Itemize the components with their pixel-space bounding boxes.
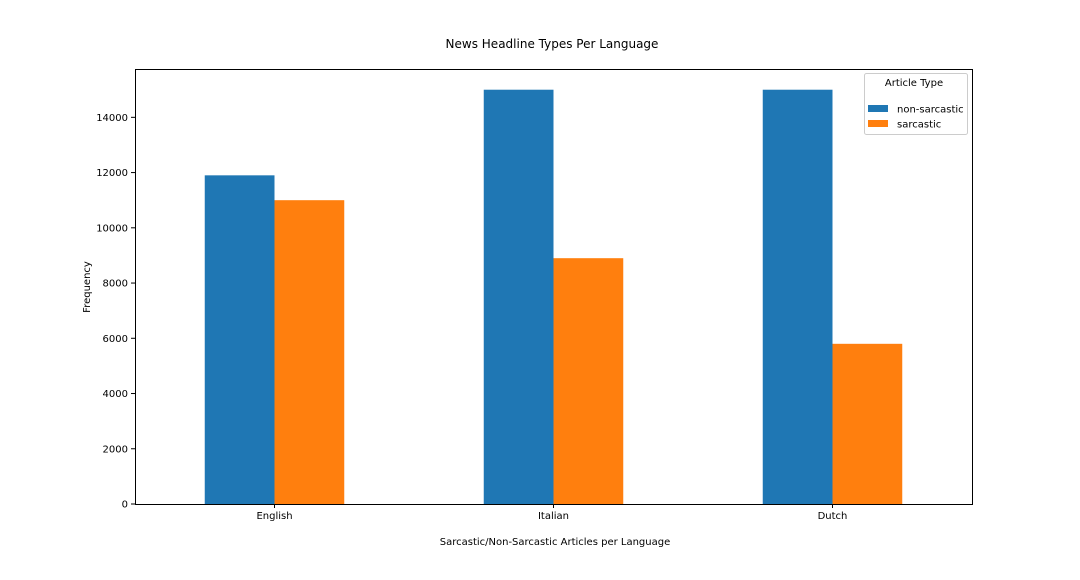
legend-title: Article Type [885, 78, 943, 89]
x-tick-label-english: English [256, 511, 292, 522]
x-tick-label-dutch: Dutch [818, 511, 848, 522]
chart-title: News Headline Types Per Language [446, 37, 659, 51]
y-axis: 0 2000 4000 6000 8000 10000 12000 14000 [96, 113, 135, 511]
y-tick-label: 12000 [96, 168, 128, 179]
legend-entries: non-sarcastic sarcastic [868, 105, 964, 131]
y-tick-label: 14000 [96, 113, 128, 124]
x-axis-label: Sarcastic/Non-Sarcastic Articles per Lan… [440, 537, 671, 548]
x-tick-label-italian: Italian [538, 511, 569, 522]
bar-non-sarcastic-english [204, 175, 275, 504]
bar-sarcastic-dutch [832, 343, 903, 504]
y-tick-label: 0 [122, 500, 128, 511]
legend-swatch-sarcastic [868, 120, 888, 127]
legend-label-sarcastic: sarcastic [897, 120, 941, 131]
x-axis: English Italian Dutch [256, 504, 847, 522]
y-tick-label: 2000 [103, 444, 128, 455]
y-tick-label: 6000 [103, 334, 128, 345]
legend: Article Type non-sarcastic sarcastic [864, 73, 968, 135]
y-tick-label: 8000 [103, 279, 128, 290]
legend-box [864, 73, 968, 135]
y-axis-label: Frequency [82, 261, 93, 313]
bar-non-sarcastic-dutch [762, 89, 833, 505]
legend-label-non-sarcastic: non-sarcastic [897, 105, 964, 116]
bar-non-sarcastic-italian [483, 89, 554, 505]
y-tick-label: 4000 [103, 389, 128, 400]
bar-sarcastic-english [274, 200, 345, 504]
bar-sarcastic-italian [553, 258, 624, 504]
bars-layer [204, 89, 903, 505]
y-tick-label: 10000 [96, 223, 128, 234]
legend-swatch-non-sarcastic [868, 105, 888, 112]
